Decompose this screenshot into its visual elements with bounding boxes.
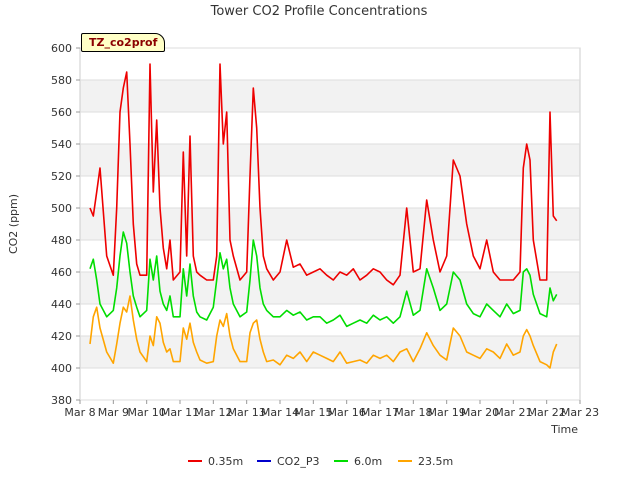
y-tick-label: 580 [51,74,72,87]
legend-label: 23.5m [418,455,453,468]
legend: 0.35m CO2_P3 6.0m 23.5m [188,455,453,468]
y-tick-label: 420 [51,330,72,343]
x-tick-label: Mar 21 [494,406,532,419]
series-lines [89,63,558,369]
y-tick-label: 540 [51,138,72,151]
x-tick-label: Mar 8 [64,406,95,419]
x-tick-label: Mar 19 [428,406,466,419]
plot-band [80,144,580,176]
x-tick-label: Mar 20 [461,406,499,419]
y-tick-label: 600 [51,42,72,55]
y-tick-label: 520 [51,170,72,183]
x-tick-label: Mar 11 [161,406,199,419]
x-tick-label: Mar 22 [528,406,566,419]
x-axis-label: Time [550,423,578,436]
site-tag: TZ_co2prof [81,33,166,52]
plot-band [80,208,580,240]
x-tick-label: Mar 23 [561,406,599,419]
y-tick-label: 500 [51,202,72,215]
x-tick-label: Mar 10 [128,406,166,419]
x-tick-label: Mar 16 [328,406,366,419]
y-tick-label: 380 [51,394,72,407]
x-tick-label: Mar 17 [361,406,399,419]
y-tick-label: 440 [51,298,72,311]
y-tick-label: 460 [51,266,72,279]
legend-label: 6.0m [354,455,382,468]
plot-band [80,336,580,368]
chart-title: Tower CO2 Profile Concentrations [210,4,428,19]
x-tick-label: Mar 9 [98,406,129,419]
y-tick-label: 400 [51,362,72,375]
x-tick-label: Mar 15 [294,406,332,419]
plot-band [80,80,580,112]
series-line-0.35m [89,63,558,286]
x-tick-label: Mar 12 [194,406,232,419]
y-axis-label: CO2 (ppm) [7,194,20,254]
y-axis: 380 400 420 440 460 480 500 520 540 560 580 600 [51,42,80,407]
legend-label: 0.35m [208,455,243,468]
series-line-6.0m [89,231,558,328]
series-line-23.5m [89,295,558,369]
x-tick-label: Mar 13 [228,406,266,419]
plot-bands [80,80,580,368]
x-tick-label: Mar 14 [261,406,299,419]
x-tick-label: Mar 18 [394,406,432,419]
y-tick-label: 560 [51,106,72,119]
legend-label: CO2_P3 [277,455,319,468]
y-tick-label: 480 [51,234,72,247]
